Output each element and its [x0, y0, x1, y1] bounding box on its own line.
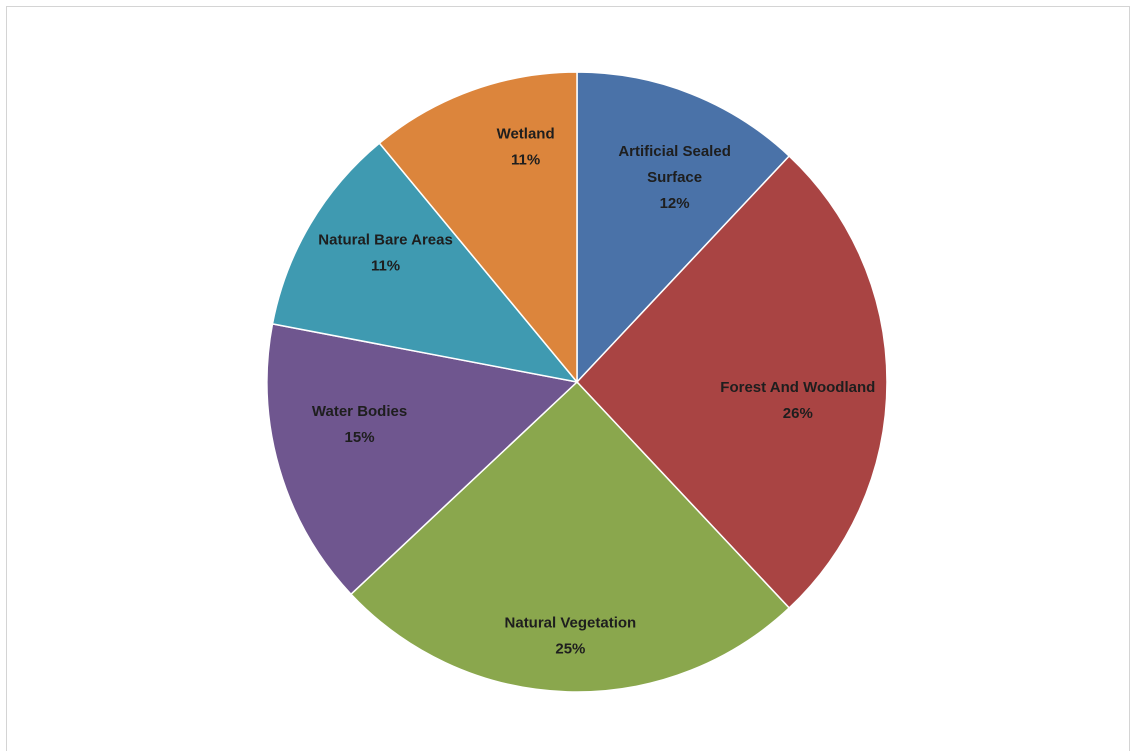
chart-area: Artificial Sealed Surface 12% Forest And Wo…: [6, 6, 1130, 751]
slice-value-label: 11%: [371, 258, 400, 275]
slice-category-label: Natural Bare Areas: [318, 232, 453, 249]
slice-label-water-bodies: Water Bodies 15%: [312, 403, 407, 446]
slice-category-label: Natural Vegetation: [505, 615, 637, 632]
pie-slice-natural-vegetation: [349, 380, 791, 693]
slices-layer: [266, 71, 888, 693]
slice-label-artificial-sealed-surface: Artificial Sealed Surface 12%: [618, 143, 731, 212]
pie-slice-wetland: [378, 71, 578, 385]
slice-value-label: 11%: [511, 152, 540, 169]
slice-category-label: Water Bodies: [312, 403, 407, 420]
slice-value-label: 12%: [660, 195, 690, 212]
slice-category-label: Artificial Sealed: [618, 143, 731, 160]
pie-slice-water-bodies: [266, 323, 579, 596]
slice-label-forest-and-woodland: Forest And Woodland 26%: [720, 379, 875, 422]
slice-label-natural-bare-areas: Natural Bare Areas 11%: [318, 232, 453, 275]
slice-value-label: 15%: [345, 429, 375, 446]
pie-chart: Artificial Sealed Surface 12% Forest And Wo…: [266, 71, 888, 693]
labels-layer: Artificial Sealed Surface 12% Forest And Wo…: [312, 126, 875, 658]
pie-slice-forest-and-woodland: [575, 154, 888, 610]
slice-label-natural-vegetation: Natural Vegetation 25%: [505, 615, 637, 658]
slice-category-label: Wetland: [497, 126, 555, 143]
pie-slice-artificial-sealed-surface: [576, 71, 791, 384]
slice-category-label: Surface: [647, 169, 702, 186]
pie-slice-natural-bare-areas: [271, 142, 579, 384]
slice-label-wetland: Wetland 11%: [497, 126, 555, 169]
slice-category-label: Forest And Woodland: [720, 379, 875, 396]
slice-value-label: 25%: [555, 641, 585, 658]
slice-value-label: 26%: [783, 405, 813, 422]
